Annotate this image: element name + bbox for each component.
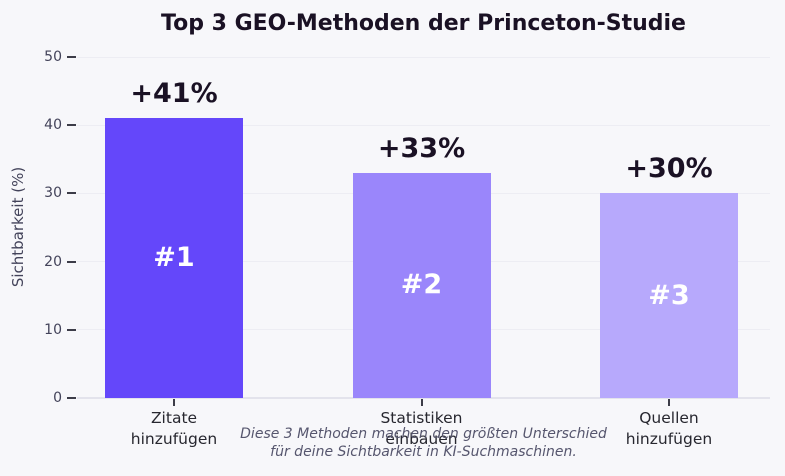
x-tick-label-1: Zitate hinzufügen: [59, 408, 289, 450]
y-tick-mark-10: [67, 328, 76, 331]
x-tick-mark-1: [173, 399, 175, 406]
x-tick-label-3: Quellen hinzufügen: [554, 408, 784, 450]
bar-rank-label-2: #2: [400, 269, 443, 301]
x-tick-mark-2: [420, 399, 423, 406]
chart-caption: Diese 3 Methoden machen den größten Unte…: [77, 426, 770, 461]
caption-line-2: für deine Sichtbarkeit in KI-Suchmaschin…: [270, 443, 577, 460]
y-tick-mark-0: [67, 397, 76, 399]
y-tick-mark-40: [67, 124, 76, 127]
y-grid-line-50: [77, 56, 770, 58]
chart-title: Top 3 GEO-Methoden der Princeton-Studie: [161, 11, 686, 36]
bar-value-label-3: +30%: [625, 153, 713, 185]
x-tick-label-2: Statistiken einbauen: [307, 408, 537, 450]
bar-value-label-2: +33%: [377, 132, 466, 164]
caption-line-1: Diese 3 Methoden machen den größten Unte…: [240, 426, 607, 442]
x-tick-label-line: hinzufügen: [625, 430, 713, 448]
x-tick-label-line: Zitate: [150, 409, 198, 427]
bar-2: [352, 172, 491, 398]
y-tick-mark-30: [67, 192, 76, 195]
y-tick-label-30: 30: [44, 185, 62, 202]
x-tick-label-line: einbauen: [385, 430, 458, 448]
y-grid-line-0: [77, 397, 770, 399]
bar-value-label-1: +41%: [130, 78, 218, 110]
y-tick-label-10: 10: [44, 321, 62, 338]
bar-rank-label-3: #3: [648, 279, 690, 311]
bar-rank-label-1: #1: [153, 242, 195, 274]
x-tick-label-line: Quellen: [639, 409, 699, 427]
y-tick-label-50: 50: [44, 49, 62, 65]
y-tick-label-20: 20: [44, 253, 62, 270]
x-tick-mark-3: [668, 399, 670, 406]
y-tick-mark-50: [67, 56, 76, 58]
x-tick-label-line: hinzufügen: [130, 430, 218, 448]
bar-1: [105, 118, 243, 398]
y-tick-label-0: 0: [53, 390, 62, 406]
y-tick-label-40: 40: [44, 117, 62, 134]
x-tick-label-line: Statistiken: [380, 409, 463, 427]
bar-3: [600, 193, 738, 398]
y-grid-line-40: [77, 124, 770, 126]
y-tick-mark-20: [67, 260, 76, 263]
